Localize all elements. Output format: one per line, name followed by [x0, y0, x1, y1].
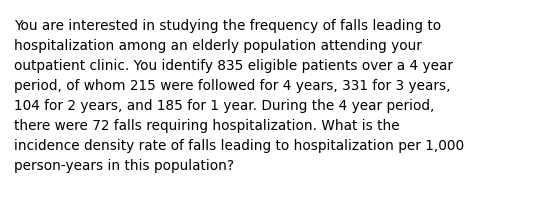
Text: You are interested in studying the frequency of falls leading to
hospitalization: You are interested in studying the frequ…	[14, 19, 464, 173]
